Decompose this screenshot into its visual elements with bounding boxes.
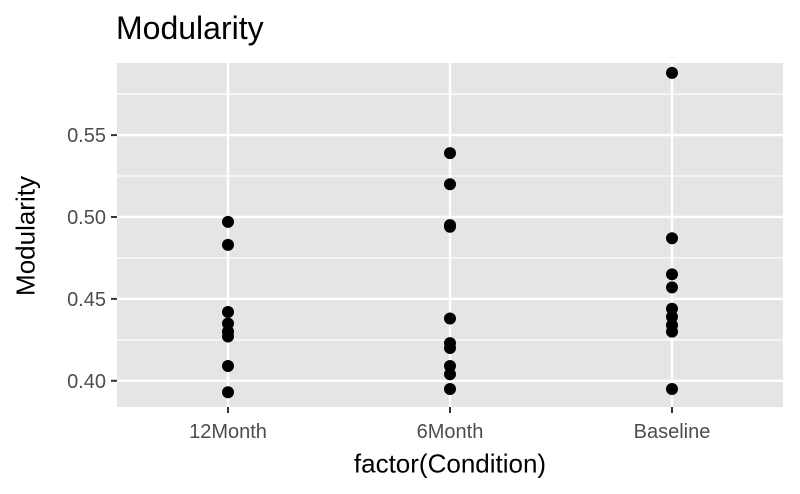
y-axis-label: Modularity — [10, 176, 41, 296]
x-tick-label: Baseline — [634, 421, 711, 443]
data-point — [222, 215, 234, 228]
y-tick-label: 0.50 — [67, 207, 106, 229]
data-point — [444, 178, 456, 191]
data-point — [222, 238, 234, 251]
chart-title: Modularity — [116, 10, 264, 46]
x-axis-label: factor(Condition) — [353, 448, 547, 479]
y-tick-label: 0.45 — [67, 289, 106, 311]
data-point — [444, 147, 456, 160]
x-tick-label: 12Month — [189, 421, 267, 443]
x-tick-label: 6Month — [417, 421, 484, 443]
data-point — [222, 360, 234, 373]
y-tick-label: 0.55 — [67, 125, 106, 147]
data-point — [444, 382, 456, 395]
data-point — [666, 382, 678, 395]
y-tick-label: 0.40 — [67, 371, 106, 393]
data-point — [444, 360, 456, 373]
data-point — [444, 219, 456, 232]
data-point — [666, 302, 678, 315]
data-point — [222, 386, 234, 399]
data-point — [222, 317, 234, 330]
data-point — [444, 337, 456, 350]
data-point — [666, 66, 678, 79]
data-point — [666, 268, 678, 281]
data-point — [666, 281, 678, 294]
data-point — [222, 305, 234, 318]
data-point — [444, 312, 456, 325]
data-point — [666, 232, 678, 245]
